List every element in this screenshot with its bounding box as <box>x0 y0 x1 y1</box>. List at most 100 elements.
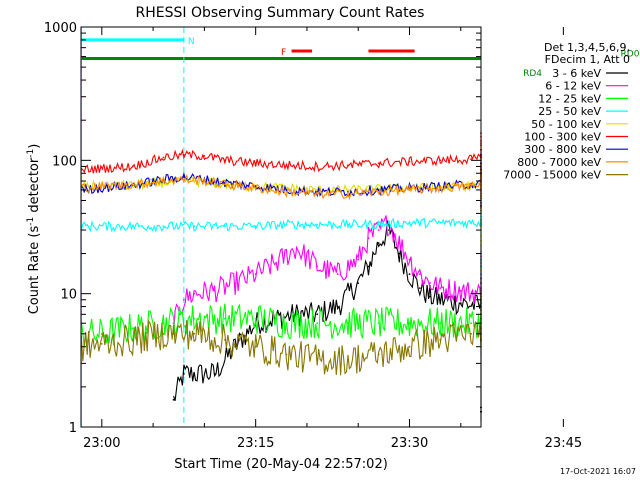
data-point-6-12-kev-21 <box>459 289 462 292</box>
data-point-300-800-kev-3 <box>183 176 185 178</box>
count-rate-series <box>80 131 482 422</box>
annotation-label-n: N <box>188 37 195 47</box>
legend-label-800-7000-kev: 800 - 7000 keV <box>517 156 601 169</box>
data-point-800-7000-kev-11 <box>408 189 411 191</box>
data-point-6-12-kev-8 <box>275 262 278 264</box>
annotation-label-rd4: RD4 <box>523 69 542 79</box>
data-point-800-7000-kev-5 <box>224 183 226 186</box>
data-point-12-25-kev-11 <box>408 322 411 325</box>
data-point-7000-15000-kev-1 <box>100 343 103 345</box>
data-point-3-6-kev-12 <box>357 282 360 284</box>
data-point-12-25-kev-3 <box>162 322 165 325</box>
data-point-25-50-kev-12 <box>470 221 472 224</box>
data-point-12-25-kev-8 <box>316 322 319 325</box>
data-point-3-6-kev-14 <box>377 242 380 244</box>
data-point-100-300-kev-1 <box>131 165 134 168</box>
data-point-100-300-kev-4 <box>203 155 206 157</box>
data-point-100-300-kev-5 <box>224 159 226 162</box>
x-tick-label-23-00: 23:00 <box>83 436 120 451</box>
y-label-exp-2: -1 <box>26 149 36 158</box>
data-point-12-25-kev-13 <box>470 322 472 325</box>
data-point-800-7000-kev-9 <box>347 193 349 195</box>
data-point-3-6-kev-19 <box>429 295 431 298</box>
data-point-25-50-kev-11 <box>439 221 442 224</box>
legend-label-6-12-kev: 6 - 12 keV <box>545 80 601 93</box>
legend-header-1: Det 1,3,4,5,6,9, <box>544 41 630 54</box>
data-point-12-25-kev-9 <box>347 322 349 325</box>
data-point-7000-15000-kev-11 <box>408 345 411 348</box>
data-point-800-7000-kev-3 <box>183 178 185 181</box>
series-line-300-800-kev <box>81 150 482 206</box>
data-point-100-300-kev-6 <box>254 162 257 165</box>
data-point-7000-15000-kev-8 <box>316 358 319 361</box>
data-point-7000-15000-kev-7 <box>285 353 288 356</box>
data-point-6-12-kev-11 <box>336 273 339 276</box>
data-point-25-50-kev-4 <box>224 225 226 228</box>
x-tick-label-23-45: 23:45 <box>545 436 582 451</box>
data-point-800-7000-kev-1 <box>131 183 134 186</box>
data-point-7000-15000-kev-9 <box>347 358 349 361</box>
annotation-label-f: F <box>281 48 286 58</box>
data-point-6-12-kev-3 <box>183 298 185 301</box>
data-point-6-12-kev-4 <box>193 292 196 295</box>
footer-timestamp: 17-Oct-2021 16:07 <box>560 467 636 476</box>
y-tick-label-100: 100 <box>52 154 77 169</box>
legend-label-7000-15000-kev: 7000 - 15000 keV <box>503 169 601 182</box>
data-point-800-7000-kev-8 <box>316 193 319 195</box>
y-tick-label-1000: 1000 <box>44 21 77 36</box>
data-point-50-100-kev-8 <box>347 189 349 191</box>
data-point-100-300-kev-11 <box>408 160 411 163</box>
data-point-800-7000-kev-2 <box>162 180 165 182</box>
data-point-25-50-kev-8 <box>347 223 349 226</box>
data-point-3-6-kev-11 <box>336 305 339 308</box>
data-point-800-7000-kev-4 <box>203 180 206 182</box>
y-label-exp-1: -1 <box>26 217 36 226</box>
data-point-100-300-kev-2 <box>162 156 165 159</box>
data-point-6-12-kev-20 <box>439 287 442 289</box>
data-point-3-6-kev-18 <box>418 287 421 289</box>
data-point-800-7000-kev-13 <box>470 185 472 188</box>
data-point-800-7000-kev-7 <box>285 191 288 193</box>
y-tick-label-1: 1 <box>69 421 77 436</box>
y-label-part-2: detector <box>27 157 42 217</box>
data-point-12-25-kev-6 <box>254 317 257 320</box>
data-point-300-800-kev-7 <box>285 189 288 191</box>
data-point-50-100-kev-2 <box>162 181 165 184</box>
legend-label-100-300-kev: 100 - 300 keV <box>524 131 601 144</box>
x-tick-label-23-15: 23:15 <box>237 436 274 451</box>
data-point-12-25-kev-4 <box>193 317 196 320</box>
data-point-3-6-kev-10 <box>316 313 319 316</box>
x-axis-label: Start Time (20-May-04 22:57:02) <box>174 457 388 472</box>
data-point-7000-15000-kev-3 <box>162 332 165 335</box>
data-point-300-800-kev-10 <box>377 189 380 191</box>
data-point-6-12-kev-5 <box>213 289 216 292</box>
x-tick-label-23-30: 23:30 <box>391 436 428 451</box>
data-point-800-7000-kev-10 <box>377 191 380 193</box>
data-point-6-12-kev-17 <box>408 258 411 261</box>
data-point-100-300-kev-7 <box>285 164 288 167</box>
data-point-25-50-kev-9 <box>377 223 380 226</box>
legend-label-300-800-kev: 300 - 800 keV <box>524 143 601 156</box>
data-point-100-300-kev-9 <box>347 164 349 167</box>
data-point-6-12-kev-19 <box>429 282 431 284</box>
data-point-12-25-kev-5 <box>224 317 226 320</box>
legend-header-2: FDecim 1, Att 0 <box>545 53 630 66</box>
data-point-3-6-kev-4 <box>193 373 196 375</box>
data-point-25-50-kev-10 <box>408 221 411 224</box>
axes: 23:0023:1523:3023:4500:0000:1500:3011010… <box>44 21 582 451</box>
legend: Det 1,3,4,5,6,9,FDecim 1, Att 03 - 6 keV… <box>503 41 630 182</box>
chart-title: RHESSI Observing Summary Count Rates <box>136 5 425 21</box>
legend-label-3-6-kev: 3 - 6 keV <box>552 67 601 80</box>
y-tick-label-10: 10 <box>60 288 77 303</box>
data-point-7000-15000-kev-10 <box>377 353 380 356</box>
data-point-12-25-kev-12 <box>439 322 442 325</box>
y-label-part-1: Count Rate (s <box>27 226 42 315</box>
data-point-25-50-kev-1 <box>121 225 124 228</box>
data-point-3-6-kev-3 <box>183 373 185 375</box>
data-point-25-50-kev-6 <box>285 223 288 226</box>
annotation-label-rd0: RD0 <box>621 50 640 60</box>
legend-label-50-100-kev: 50 - 100 keV <box>531 118 601 131</box>
data-point-6-12-kev-7 <box>254 273 257 276</box>
data-point-7000-15000-kev-2 <box>131 339 134 341</box>
